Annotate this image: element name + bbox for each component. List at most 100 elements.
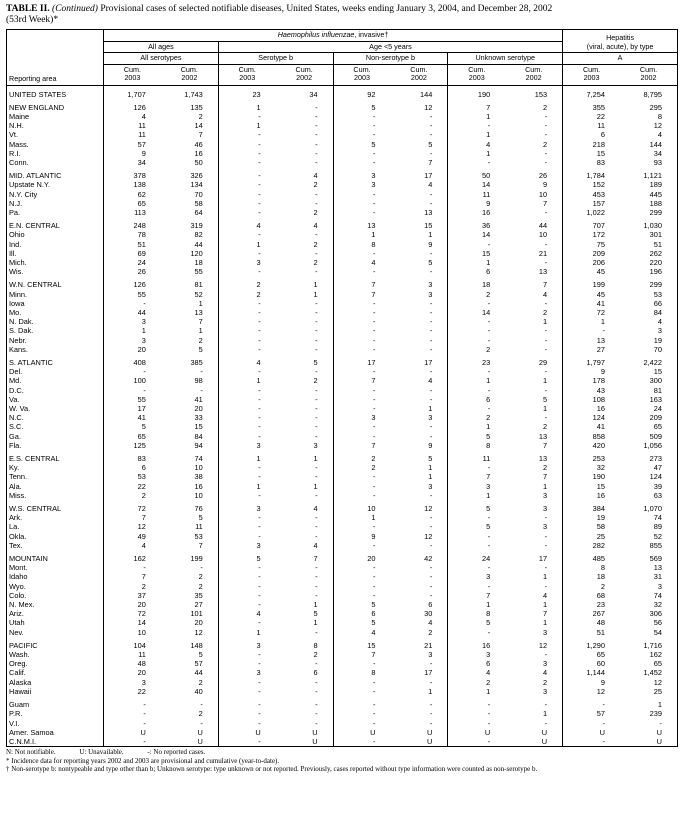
table-row: Pa. 113 64 - 2 - 13 16 - 1,022 299 [7, 207, 678, 218]
value-cell: 8 [657, 111, 662, 121]
value-cell: 1 [447, 422, 506, 432]
value-cell: U [427, 727, 433, 737]
value-cell: 7 [102, 572, 161, 582]
value-cell: - [544, 718, 548, 728]
value-cell: 2 [313, 239, 318, 249]
value-cell: 47 [653, 463, 662, 473]
value-cell: 5 [428, 257, 433, 267]
value-cell: - [217, 367, 276, 377]
value-cell: 299 [649, 207, 662, 217]
value-cell: 22 [102, 481, 161, 491]
value-cell: - [315, 490, 318, 500]
value-cell: - [217, 572, 276, 582]
value-cell: - [544, 130, 548, 140]
value-cell: - [332, 335, 391, 345]
value-cell: 5 [332, 618, 391, 628]
value-cell: 8,795 [643, 89, 663, 99]
table-row: La. 12 11 - - - - 5 3 58 89 [7, 522, 678, 532]
value-cell: 1 [543, 618, 548, 628]
value-cell: 1 [313, 600, 318, 610]
value-cell: - [217, 490, 276, 501]
value-cell: 124 [649, 472, 662, 482]
value-cell: - [315, 317, 318, 327]
value-cell: 14 [447, 307, 506, 318]
value-cell: 1 [198, 326, 203, 336]
value-cell: 19 [653, 335, 662, 345]
value-cell: - [102, 385, 161, 395]
table-row: Wyo. 2 2 - - - - - - 2 3 [7, 581, 678, 591]
cum-label: Cum. [639, 64, 658, 74]
value-cell: 1 [217, 627, 276, 637]
row-area-label: Mont. [9, 563, 28, 573]
value-cell: 1 [217, 376, 276, 386]
value-cell: 299 [649, 280, 662, 290]
value-cell: - [332, 572, 391, 582]
value-cell: 56 [653, 618, 662, 628]
value-cell: 138 [102, 180, 161, 190]
value-cell: - [332, 394, 391, 404]
value-cell: - [315, 531, 318, 541]
col-cum-2002: Cum. 2002 [160, 64, 219, 86]
value-cell: 9 [543, 180, 548, 190]
table-row: E.S. CENTRAL 83 74 1 1 2 5 11 13 253 273 [7, 450, 678, 464]
value-cell: 1 [543, 481, 548, 491]
value-cell: - [544, 326, 548, 336]
value-cell: - [429, 121, 433, 131]
value-cell: 25 [562, 531, 621, 541]
value-cell: 58 [562, 522, 621, 532]
value-cell: 1 [447, 257, 506, 268]
row-area-label: Kans. [9, 344, 28, 354]
value-cell: - [447, 581, 506, 591]
value-cell: - [315, 344, 318, 354]
value-cell: - [315, 102, 318, 112]
value-cell: 2 [313, 207, 318, 217]
value-cell: - [217, 736, 276, 747]
value-cell: - [217, 167, 276, 181]
value-cell: 4 [543, 668, 548, 678]
value-cell: 43 [562, 385, 621, 395]
value-cell: 178 [562, 376, 621, 386]
row-area-label: N. Dak. [9, 317, 34, 327]
col-cum-2002: Cum. 2002 [505, 64, 563, 86]
value-cell: 17 [424, 357, 433, 367]
value-cell: 18 [194, 257, 203, 267]
year-label: 2002 [296, 73, 313, 82]
value-cell: 39 [653, 481, 662, 491]
value-cell: 65 [102, 198, 161, 208]
value-cell: 1 [217, 481, 276, 491]
value-cell: 2 [447, 677, 506, 687]
value-cell: 134 [190, 180, 203, 190]
year-label: 2002 [640, 73, 657, 82]
value-cell: - [332, 198, 391, 208]
value-cell: 253 [562, 450, 621, 464]
value-cell: 26 [538, 171, 548, 181]
value-cell: - [429, 513, 433, 523]
value-cell: - [315, 581, 318, 591]
value-cell: - [429, 422, 433, 432]
value-cell: 2 [198, 581, 203, 591]
table-row: Fla. 125 94 3 3 7 9 8 7 420 1,056 [7, 440, 678, 451]
table-row: Del. - - - - - - - - 9 15 [7, 367, 678, 377]
value-cell: 12 [653, 677, 662, 687]
value-cell: 15 [562, 481, 621, 491]
value-cell: 1 [428, 404, 433, 413]
table-title-number: TABLE II. [6, 4, 50, 14]
value-cell: 57 [562, 709, 621, 719]
value-cell: 5 [447, 431, 506, 441]
value-cell: - [562, 696, 621, 710]
value-cell: - [102, 696, 161, 710]
value-cell: 5 [447, 522, 506, 532]
value-cell: 282 [562, 540, 621, 551]
value-cell: 1 [447, 600, 506, 610]
value-cell: 7 [313, 554, 318, 564]
value-cell: - [447, 736, 506, 747]
value-cell: - [447, 335, 506, 345]
value-cell: 190 [447, 85, 506, 99]
value-cell: 3 [217, 540, 276, 551]
value-cell: 1 [447, 148, 506, 158]
value-cell: - [315, 659, 318, 669]
value-cell: 15 [562, 148, 621, 158]
value-cell: 1 [543, 317, 548, 327]
value-cell: - [315, 394, 318, 404]
row-area-label: Md. [9, 376, 22, 386]
